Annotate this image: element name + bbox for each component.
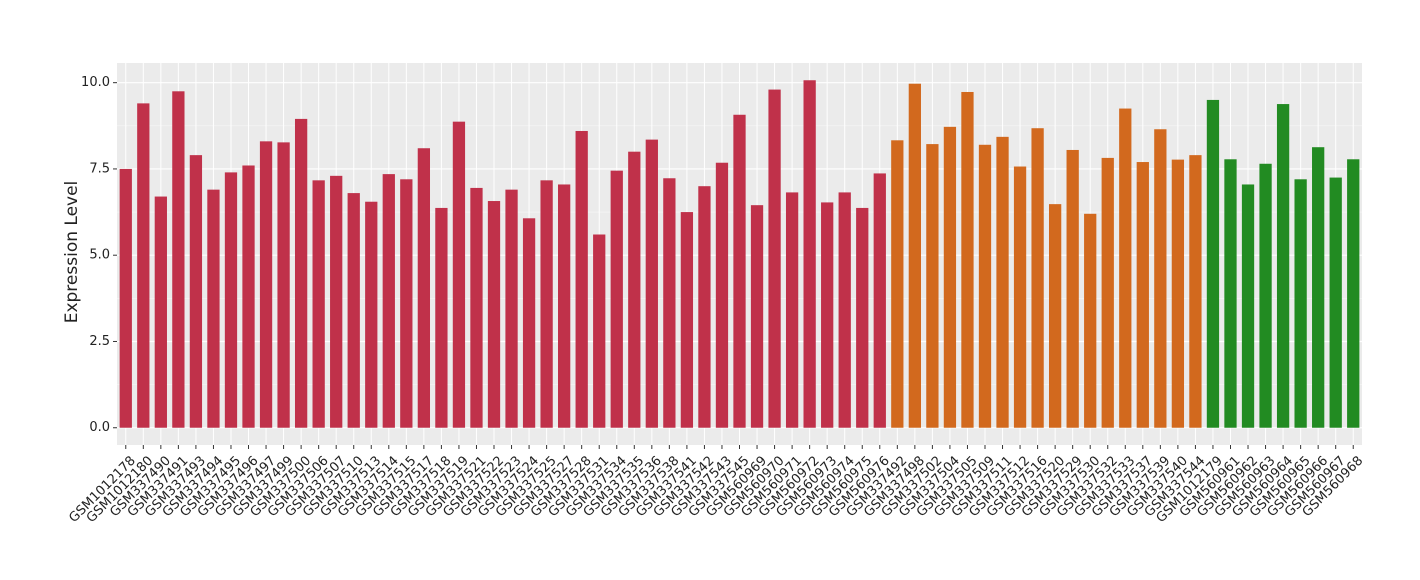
bar: [119, 168, 132, 428]
bar: [522, 218, 536, 428]
bar: [1154, 129, 1167, 428]
bar: [908, 83, 921, 428]
bar: [1259, 163, 1272, 428]
bar: [207, 189, 220, 428]
bar: [277, 142, 290, 428]
bar: [1206, 99, 1220, 428]
bar: [733, 114, 746, 428]
bar: [1312, 147, 1325, 428]
bar: [470, 187, 483, 428]
bar: [628, 151, 641, 428]
bar: [294, 118, 308, 428]
bar: [365, 201, 378, 428]
bar: [856, 207, 869, 428]
bar: [1329, 177, 1342, 428]
bar: [768, 89, 781, 428]
bar: [961, 91, 974, 428]
bar: [803, 80, 816, 428]
bar: [540, 180, 553, 428]
bar: [1224, 159, 1237, 428]
bar: [1101, 157, 1114, 428]
bar: [593, 234, 606, 428]
bar: [1119, 108, 1132, 428]
y-tick-label: 5.0: [89, 248, 110, 263]
bar: [330, 175, 343, 428]
bar: [715, 162, 729, 428]
bar: [1048, 204, 1062, 428]
bar: [224, 172, 238, 428]
bar: [1189, 155, 1202, 428]
bar: [1171, 159, 1185, 428]
bar: [558, 184, 571, 428]
bar: [1084, 213, 1097, 428]
bar: [838, 192, 851, 428]
bar: [821, 202, 834, 428]
bar: [645, 139, 658, 428]
bar: [312, 180, 325, 428]
bar: [785, 192, 799, 428]
y-tick-label: 2.5: [89, 334, 110, 349]
bar: [891, 140, 904, 428]
bar: [347, 193, 360, 428]
bar: [435, 207, 448, 428]
bar: [242, 165, 255, 428]
bar: [610, 170, 623, 428]
bar: [1031, 128, 1044, 428]
bar: [978, 144, 992, 428]
bar: [873, 173, 886, 428]
bar: [1066, 149, 1079, 428]
y-tick-label: 0.0: [89, 420, 110, 435]
bar: [189, 155, 203, 428]
bar: [137, 103, 150, 428]
bar: [154, 196, 167, 428]
bar: [382, 174, 395, 428]
y-tick-label: 7.5: [89, 161, 110, 176]
bar: [1241, 184, 1255, 428]
bar: [575, 130, 588, 428]
bar: [996, 136, 1009, 428]
bar: [698, 186, 711, 428]
bar: [1347, 159, 1360, 428]
y-tick-label: 10.0: [81, 75, 110, 90]
bar: [1276, 104, 1290, 428]
y-axis-title: Expression Level: [62, 181, 82, 324]
bar: [926, 144, 939, 428]
bar: [172, 91, 185, 428]
bar: [680, 212, 694, 428]
bar: [1013, 166, 1027, 428]
bar: [505, 189, 518, 428]
bar: [1136, 162, 1149, 428]
bar: [452, 121, 466, 428]
bar: [943, 126, 957, 428]
bar: [417, 148, 431, 428]
bar: [487, 201, 501, 428]
bar: [259, 141, 273, 428]
bar: [750, 205, 764, 428]
bar: [400, 179, 413, 428]
bar: [663, 178, 676, 428]
bar: [1294, 179, 1307, 428]
